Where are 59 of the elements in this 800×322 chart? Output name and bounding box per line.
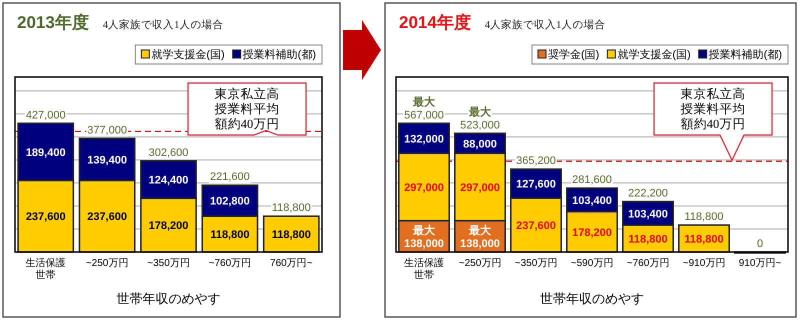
x-axis-title: 世帯年収のめやす <box>116 291 220 306</box>
data-label: 237,600 <box>87 211 127 224</box>
total-label: 118,800 <box>684 211 724 224</box>
data-label: 139,400 <box>87 154 127 166</box>
total-label: 302,600 <box>148 146 188 159</box>
x-tick-label: ~760万円 <box>626 258 670 269</box>
data-label: 118,800 <box>272 229 311 242</box>
data-label: 178,200 <box>572 226 612 239</box>
data-label: 118,800 <box>210 229 250 242</box>
x-tick-label: ~910万円 <box>682 258 726 269</box>
chart-title: 2014年度 <box>399 13 471 32</box>
data-label: 最大 138,000 <box>404 224 444 250</box>
x-tick-label: ~350万円 <box>147 258 190 269</box>
data-label: 最大 138,000 <box>460 224 500 250</box>
data-label: 297,000 <box>460 182 500 194</box>
x-tick-label: 生活保護世帯 <box>404 257 444 281</box>
data-label: 118,800 <box>628 234 668 246</box>
chart-subtitle: 4人家族で収入1人の場合 <box>484 18 606 31</box>
chart-subtitle: 4人家族で収入1人の場合 <box>102 18 224 31</box>
data-label: 118,800 <box>684 234 724 246</box>
legend-label: 就学支援金(国) <box>617 48 691 61</box>
legend-label: 奨学金(国) <box>548 48 600 61</box>
legend-label: 授業料補助(都) <box>242 48 316 61</box>
data-label: 132,000 <box>404 133 444 146</box>
data-label: 88,000 <box>463 138 497 150</box>
ref-line-label: 東京私立高授業料平均額約40万円 <box>680 86 746 131</box>
x-tick-label: 生活保護世帯 <box>26 257 66 281</box>
total-label: 281,600 <box>572 174 612 186</box>
x-axis-title: 世帯年収のめやす <box>540 291 644 306</box>
x-tick-label: 760万円~ <box>270 258 313 269</box>
x-tick-label: ~250万円 <box>458 258 502 269</box>
x-tick-label: ~590万円 <box>570 258 614 269</box>
data-label: 237,600 <box>26 211 66 224</box>
data-label: 189,400 <box>26 146 66 159</box>
x-tick-label: 910万円~ <box>738 258 782 269</box>
legend-label: 就学支援金(国) <box>151 48 225 61</box>
data-label: 237,600 <box>516 220 556 232</box>
total-label: 最大 567,000 <box>404 95 444 122</box>
data-label: 297,000 <box>404 182 444 194</box>
total-label: 365,200 <box>516 155 556 168</box>
total-label: 222,200 <box>628 188 668 200</box>
ref-line-label: 東京私立高授業料平均額約40万円 <box>214 86 280 131</box>
data-label: 124,400 <box>148 174 188 187</box>
data-label: 103,400 <box>572 194 612 207</box>
total-label: 0 <box>756 238 764 250</box>
total-label: 377,000 <box>87 124 127 136</box>
total-label: 最大 523,000 <box>460 105 500 132</box>
x-tick-label: ~250万円 <box>86 258 128 269</box>
data-label: 103,400 <box>628 208 668 220</box>
total-label: 221,600 <box>210 171 250 184</box>
legend-label: 授業料補助(都) <box>708 48 782 61</box>
chart-title: 2013年度 <box>17 13 89 32</box>
total-label: 427,000 <box>26 109 66 122</box>
data-label: 102,800 <box>210 196 250 208</box>
x-tick-label: ~760万円 <box>208 258 252 269</box>
x-tick-label: ~350万円 <box>514 258 558 269</box>
total-label: 118,800 <box>272 202 311 214</box>
data-label: 178,200 <box>148 220 188 232</box>
data-label: 127,600 <box>516 178 556 191</box>
